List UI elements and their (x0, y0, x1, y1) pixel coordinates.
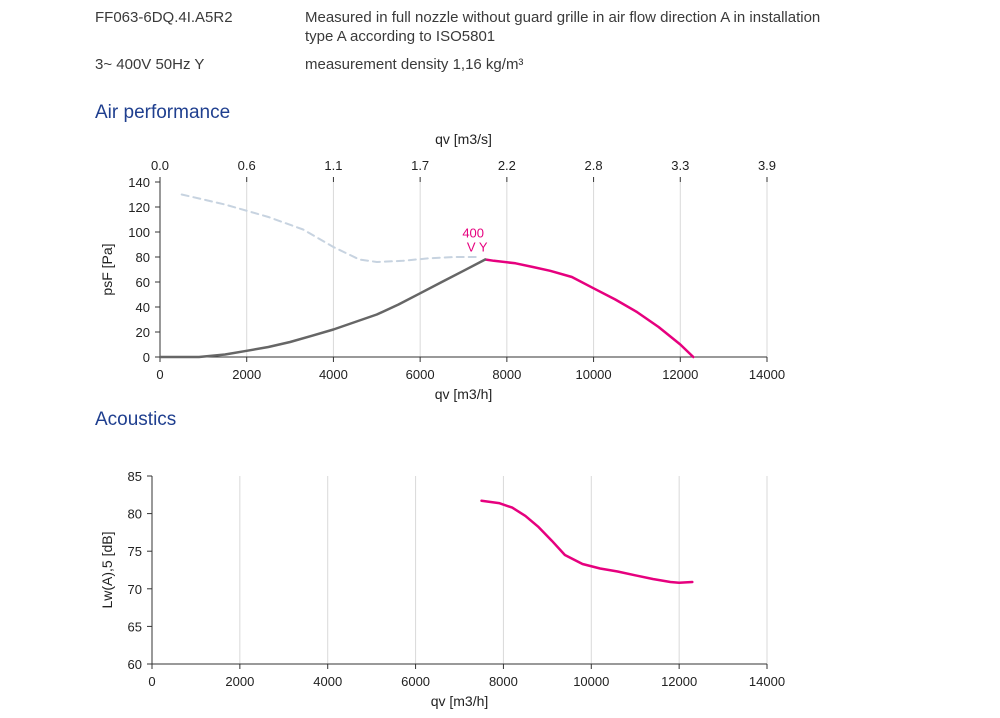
air-performance-title: Air performance (95, 102, 231, 123)
air-series-operating-range (483, 258, 695, 359)
acoustics-y-tick-label: 60 (128, 657, 142, 672)
air-x2-tick-label: 0.0 (151, 158, 169, 173)
acoustics-x-tick-label: 12000 (661, 674, 697, 689)
air-y-tick-label: 140 (128, 175, 150, 190)
air-x2-tick-label: 2.2 (498, 158, 516, 173)
air-x2-tick-label: 2.8 (585, 158, 603, 173)
acoustics-x-tick-label: 14000 (749, 674, 785, 689)
air-x2-tick-label: 1.1 (324, 158, 342, 173)
air-y-tick-label: 40 (136, 300, 150, 315)
model-label: FF063-6DQ.4I.A5R2 (95, 9, 233, 26)
density-label: measurement density 1,16 kg/m³ (305, 56, 524, 73)
air-x2-tick-label: 1.7 (411, 158, 429, 173)
air-x2-tick-label: 0.6 (238, 158, 256, 173)
air-x2-tick-label: 3.3 (671, 158, 689, 173)
air-x-tick-label: 8000 (492, 367, 521, 382)
air-x-tick-label: 14000 (749, 367, 785, 382)
air-y-tick-label: 20 (136, 325, 150, 340)
acoustics-y-tick-label: 85 (128, 469, 142, 484)
measurement-description-line1: Measured in full nozzle without guard gr… (305, 9, 821, 26)
air-y-tick-label: 80 (136, 250, 150, 265)
acoustics-y-tick-label: 65 (128, 619, 142, 634)
acoustics-x-tick-label: 8000 (489, 674, 518, 689)
air-y-tick-label: 100 (128, 225, 150, 240)
measurement-description-line2: type A according to ISO5801 (305, 28, 496, 45)
air-series-stall-region (180, 193, 478, 263)
air-x-tick-label: 2000 (232, 367, 261, 382)
acoustics-x-axis-label: qv [m3/h] (431, 693, 489, 709)
air-y-axis-label: psF [Pa] (99, 243, 115, 295)
air-x-axis-label: qv [m3/h] (435, 386, 493, 402)
air-x2-axis-label: qv [m3/s] (435, 131, 492, 147)
acoustics-x-tick-label: 10000 (573, 674, 609, 689)
acoustics-y-tick-label: 80 (128, 507, 142, 522)
air-y-tick-label: 120 (128, 200, 150, 215)
acoustics-x-tick-label: 6000 (401, 674, 430, 689)
acoustics-x-tick-label: 2000 (225, 674, 254, 689)
air-annotation-connection: V Y (467, 240, 488, 255)
acoustics-x-tick-label: 4000 (313, 674, 342, 689)
acoustics-y-axis-label: Lw(A),5 [dB] (99, 531, 115, 608)
air-x-tick-label: 6000 (406, 367, 435, 382)
air-x-tick-label: 12000 (662, 367, 698, 382)
acoustics-y-tick-label: 75 (128, 544, 142, 559)
air-series-below-range (158, 258, 487, 359)
air-y-tick-label: 60 (136, 275, 150, 290)
air-x-tick-label: 0 (156, 367, 163, 382)
air-x-tick-label: 10000 (575, 367, 611, 382)
acoustics-x-tick-label: 0 (148, 674, 155, 689)
acoustics-y-tick-label: 70 (128, 582, 142, 597)
air-y-tick-label: 0 (143, 350, 150, 365)
air-annotation-speed: 400 (462, 226, 484, 241)
air-x-tick-label: 4000 (319, 367, 348, 382)
supply-label: 3~ 400V 50Hz Y (95, 56, 205, 73)
acoustics-title: Acoustics (95, 409, 177, 430)
air-x2-tick-label: 3.9 (758, 158, 776, 173)
acoustics-series-sound-power (480, 499, 694, 585)
